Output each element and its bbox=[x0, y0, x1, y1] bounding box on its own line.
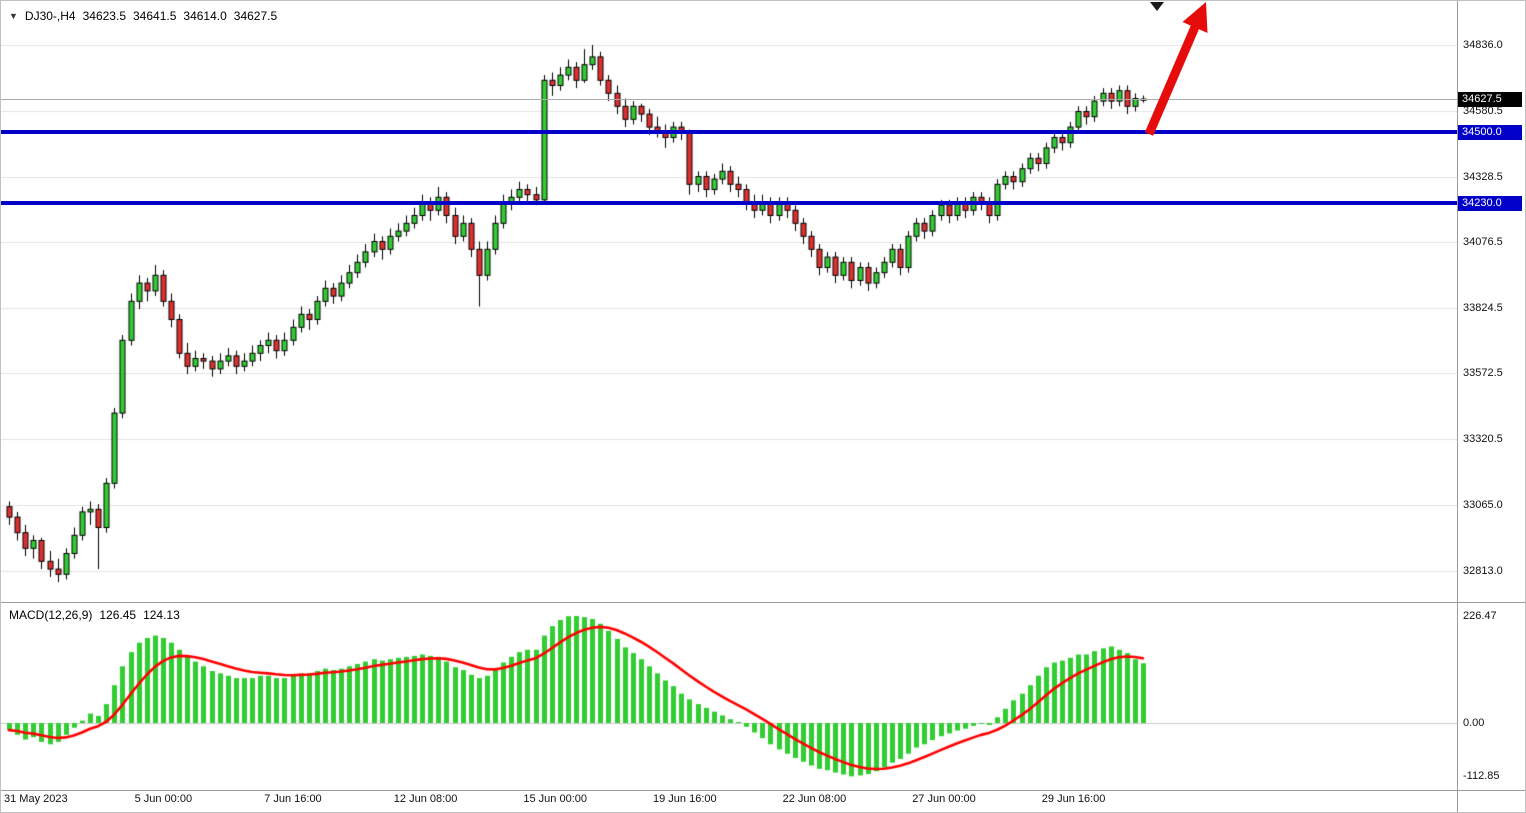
price-tick-label: 33065.0 bbox=[1463, 499, 1503, 512]
price-tick-label: 34836.0 bbox=[1463, 38, 1503, 51]
macd-tick-label: 0.00 bbox=[1463, 717, 1485, 729]
price-chart-canvas[interactable] bbox=[1, 1, 1457, 602]
level-price-tag: 34500.0 bbox=[1458, 125, 1522, 141]
time-tick-label: 22 Jun 08:00 bbox=[782, 793, 847, 805]
macd-tick-label: 226.47 bbox=[1463, 609, 1497, 622]
price-tick-label: 32813.0 bbox=[1463, 564, 1503, 577]
price-tick-label: 33824.5 bbox=[1463, 301, 1503, 314]
quote-low-value: 34614.0 bbox=[183, 9, 227, 23]
macd-indicator-canvas[interactable] bbox=[1, 603, 1457, 790]
price-tick-label: 33572.5 bbox=[1463, 367, 1503, 380]
time-tick-label: 5 Jun 00:00 bbox=[134, 793, 193, 805]
time-tick-label: 31 May 2023 bbox=[4, 793, 68, 805]
time-tick-label: 7 Jun 16:00 bbox=[264, 793, 322, 805]
price-axis-separator bbox=[1457, 1, 1458, 812]
symbol-marker-icon: ▼ bbox=[9, 11, 18, 21]
time-tick-label: 15 Jun 00:00 bbox=[523, 793, 588, 805]
chart-shift-marker-icon[interactable] bbox=[1150, 2, 1164, 11]
current-price-tag: 34627.5 bbox=[1458, 92, 1522, 108]
price-tick-label: 34076.5 bbox=[1463, 236, 1503, 249]
quote-close-value: 34627.5 bbox=[233, 9, 278, 23]
macd-signal-value: 124.13 bbox=[143, 608, 180, 622]
support-resistance-line[interactable] bbox=[1, 200, 1457, 205]
price-tick-label: 34580.5 bbox=[1463, 105, 1503, 118]
macd-title: MACD(12,26,9) bbox=[9, 608, 93, 622]
indicator-panel-separator[interactable] bbox=[1, 602, 1525, 603]
time-tick-label: 19 Jun 16:00 bbox=[653, 793, 717, 805]
symbol-timeframe-label: DJ30-,H4 bbox=[24, 9, 76, 23]
quote-high-value: 34641.5 bbox=[133, 9, 177, 23]
quote-open-value: 34623.5 bbox=[82, 9, 126, 23]
macd-tick-label: -112.85 bbox=[1463, 770, 1500, 783]
time-axis-separator bbox=[1, 790, 1525, 791]
price-tick-label: 33320.5 bbox=[1463, 432, 1503, 445]
time-tick-label: 27 Jun 00:00 bbox=[912, 793, 976, 805]
price-tick-label: 34328.5 bbox=[1463, 170, 1503, 183]
time-tick-label: 29 Jun 16:00 bbox=[1041, 793, 1106, 805]
time-tick-label: 12 Jun 08:00 bbox=[393, 793, 458, 805]
macd-indicator-header: MACD(12,26,9) 126.45 124.13 bbox=[9, 608, 180, 622]
current-price-line bbox=[1, 99, 1457, 100]
macd-main-value: 126.45 bbox=[99, 608, 137, 622]
support-resistance-line[interactable] bbox=[1, 130, 1457, 135]
trend-arrow-annotation[interactable] bbox=[1, 1, 1457, 602]
chart-quote-header: ▼ DJ30-,H4 34623.5 34641.5 34614.0 34627… bbox=[9, 9, 277, 23]
level-price-tag: 34230.0 bbox=[1458, 195, 1522, 211]
